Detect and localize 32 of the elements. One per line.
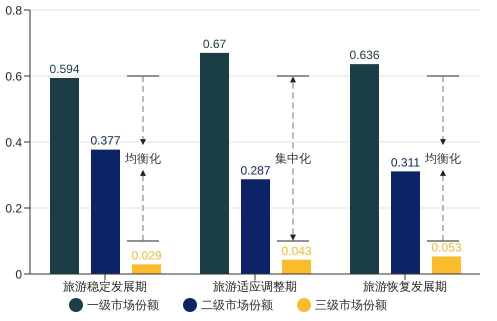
legend-label: 三级市场份额: [315, 298, 387, 312]
bar: [50, 78, 79, 274]
annotation: 均衡化: [124, 152, 161, 166]
data-label: 0.311: [390, 155, 420, 170]
bar: [241, 179, 270, 274]
y-tick-label: 0.4: [5, 135, 22, 150]
bar: [200, 52, 229, 274]
data-label: 0.053: [431, 240, 462, 255]
x-tick-label: 旅游恢复发展期: [363, 280, 447, 294]
bar: [91, 150, 120, 274]
y-tick-label: 0: [15, 267, 22, 282]
data-label: 0.594: [49, 62, 80, 76]
x-tick-label: 旅游稳定发展期: [63, 280, 147, 294]
y-tick-label: 0.2: [5, 201, 22, 216]
legend-label: 一级市场份额: [87, 298, 159, 312]
bar: [432, 256, 461, 274]
data-label: 0.287: [240, 163, 271, 178]
bar: [132, 264, 161, 274]
x-tick-label: 旅游适应调整期: [213, 280, 297, 294]
y-tick-label: 0.8: [5, 3, 22, 18]
bar: [282, 260, 311, 274]
annotation: 均衡化: [424, 152, 461, 166]
data-label: 0.67: [202, 36, 226, 51]
data-label: 0.636: [349, 48, 380, 62]
data-label: 0.043: [281, 244, 312, 258]
legend-label: 二级市场份额: [201, 298, 273, 312]
y-tick-label: 0.6: [5, 69, 22, 84]
bar: [350, 64, 379, 274]
data-label: 0.029: [131, 248, 162, 262]
data-label: 0.377: [90, 134, 121, 148]
annotation: 集中化: [275, 152, 311, 166]
bar: [391, 171, 420, 274]
